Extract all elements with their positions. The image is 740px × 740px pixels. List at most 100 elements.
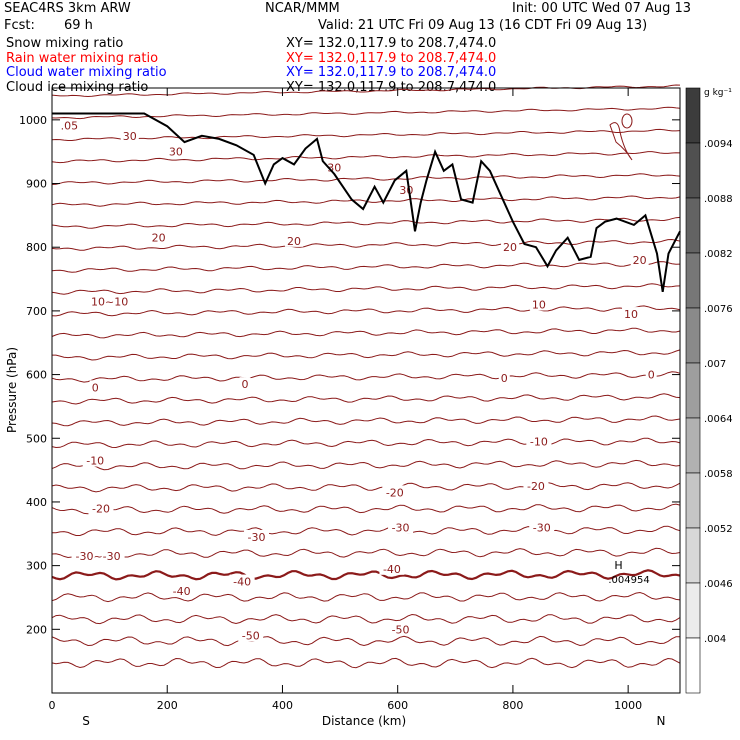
contour-label: 0 (501, 372, 508, 385)
isotherm-line (51, 305, 681, 317)
colorbar-swatch (685, 527, 701, 584)
colorbar-swatch (685, 197, 701, 254)
colorbar-swatch (685, 142, 701, 199)
contour-label: 10 (532, 299, 546, 312)
contour-label-bg (501, 240, 520, 254)
colorbar-label: .0082 (704, 249, 733, 260)
contour-label-bg (526, 434, 552, 448)
contour-label: -40 (233, 576, 251, 589)
x-tick-label: 0 (49, 699, 56, 712)
isotherm-line (51, 261, 681, 273)
colorbar-label: .0064 (704, 414, 733, 425)
contour-label-bg (120, 128, 139, 142)
colorbar-label: .0094 (704, 139, 733, 150)
contour-label: 0 (242, 378, 249, 391)
contour-label-bg (88, 501, 114, 515)
corner-contour-label: .05 (61, 119, 78, 132)
contour-label-bg (529, 297, 548, 311)
init-time: Init: 00 UTC Wed 07 Aug 13 (512, 1, 692, 16)
contour-label-bg (379, 561, 405, 575)
contour-label-bg (284, 233, 303, 247)
field-name-snow: Snow mixing ratio (6, 36, 124, 51)
contour-label: -50 (242, 630, 260, 643)
contour-label-bg (498, 370, 510, 384)
contour-label-bg (149, 230, 168, 244)
contour-label: -20 (527, 480, 545, 493)
contour-label: 20 (287, 235, 301, 248)
contour-label: -30~-30 (76, 550, 121, 563)
isotherm-line (51, 569, 681, 581)
fcst-label: Fcst: (4, 18, 35, 33)
contour-label: -40 (383, 563, 401, 576)
contour-label-bg (523, 479, 549, 493)
field-xy-snow: XY= 132.0,117.9 to 208.7,474.0 (286, 36, 497, 51)
y-tick-label: 200 (26, 623, 47, 636)
org-label: NCAR/MMM (265, 1, 340, 16)
isotherm-line (51, 283, 681, 295)
isotherm-line (51, 657, 681, 669)
contour-label-bg (529, 520, 555, 534)
field-xy-rain: XY= 132.0,117.9 to 208.7,474.0 (286, 51, 497, 66)
y-axis-title: Pressure (hPa) (5, 347, 19, 433)
isotherm-line (52, 349, 681, 361)
isotherm-line (51, 613, 681, 625)
contour-label-bg (239, 377, 251, 391)
colorbar-label: .0058 (704, 469, 733, 480)
valid-time: Valid: 21 UTC Fri 09 Aug 13 (16 CDT Fri … (318, 18, 648, 33)
contour-label: 10~10 (91, 295, 128, 308)
contour-label: 0 (92, 381, 99, 394)
isotherm-line (51, 547, 681, 559)
isotherm-line (51, 327, 681, 339)
contour-label: -40 (173, 585, 191, 598)
y-tick-label: 1000 (19, 114, 47, 127)
contour-label: -30 (392, 521, 410, 534)
contour-label-bg (238, 628, 264, 642)
field-xy-cloud-water: XY= 132.0,117.9 to 208.7,474.0 (286, 65, 497, 80)
isotherm-closed-contour (609, 122, 633, 161)
contour-label: -20 (386, 486, 404, 499)
isotherm-line (51, 151, 681, 164)
x-tick-label: 800 (502, 699, 523, 712)
contour-label: 0 (648, 369, 655, 382)
isotherm-line (51, 591, 681, 603)
colorbar-swatch (685, 362, 701, 419)
isotherm-line (51, 128, 681, 141)
fcst-value: 69 h (64, 18, 93, 33)
colorbar-unit: g kg⁻¹ (704, 88, 732, 98)
colorbar-label: .0088 (704, 194, 733, 205)
colorbar-swatch (685, 307, 701, 364)
contour-label: 30 (123, 130, 137, 143)
plot-frame (51, 87, 681, 694)
x-tick-label: 400 (272, 699, 293, 712)
contour-label: -50 (392, 623, 410, 636)
contour-label-bg (71, 549, 125, 563)
max-marker-value: .004954 (608, 575, 649, 586)
contour-label: -10 (86, 455, 104, 468)
y-tick-label: 800 (26, 241, 47, 254)
colorbar-swatch (685, 472, 701, 529)
contour-label-bg (622, 307, 641, 321)
contour-label: 20 (503, 241, 517, 254)
colorbar-label: .0076 (704, 304, 733, 315)
contour-label-bg (244, 529, 270, 543)
x-tick-label: 1000 (614, 699, 642, 712)
colorbar-swatch (685, 417, 701, 474)
x-tick-label: 600 (387, 699, 408, 712)
isotherm-line (51, 371, 681, 383)
terrain-line (52, 112, 681, 292)
contour-label-bg (382, 485, 408, 499)
contour-label-bg (90, 294, 130, 308)
contour-label-bg (388, 520, 414, 534)
contour-label: -10 (530, 435, 548, 448)
contour-label: 20 (633, 254, 647, 267)
isotherm-line (51, 393, 681, 405)
colorbar-swatch (685, 252, 701, 309)
model-title: SEAC4RS 3km ARW (4, 1, 131, 16)
colorbar-label: .007 (704, 359, 726, 370)
isotherm-line (51, 415, 681, 427)
field-name-cloud-water: Cloud water mixing ratio (6, 65, 167, 80)
isotherm-line (51, 525, 681, 536)
contour-label: -30 (248, 531, 266, 544)
x-axis-end-label-right: N (657, 714, 666, 728)
